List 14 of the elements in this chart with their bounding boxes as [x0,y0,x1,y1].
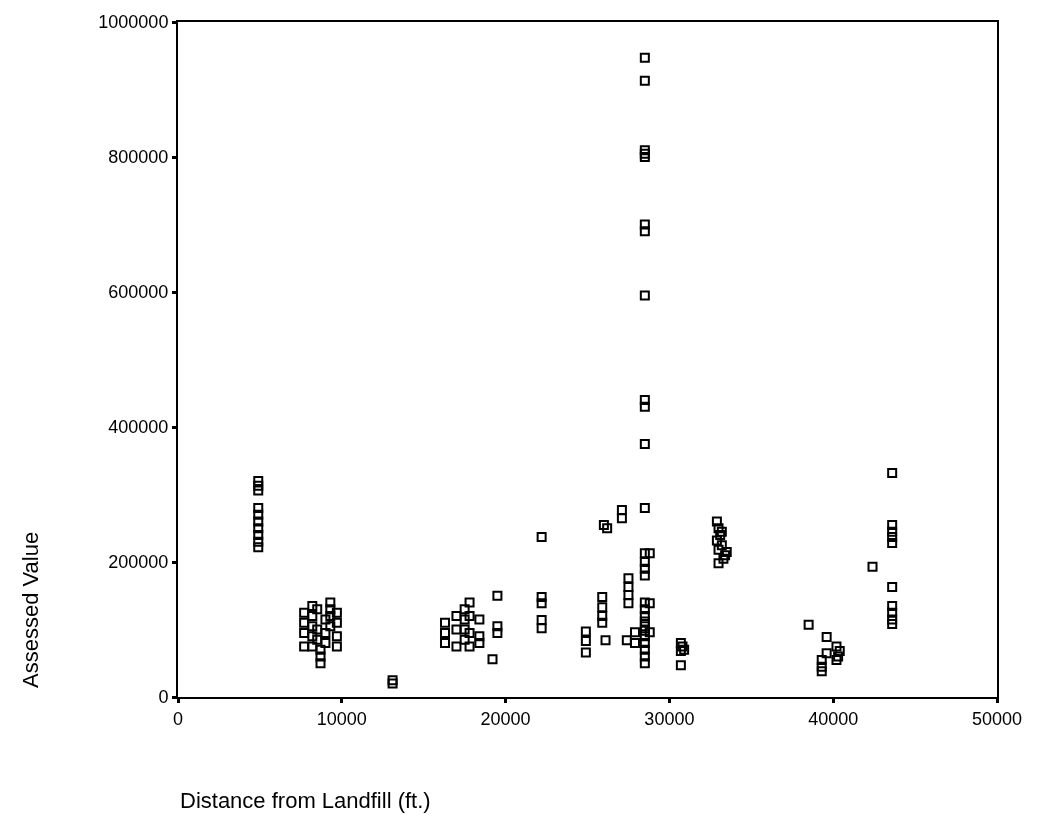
x-tick-label: 30000 [644,708,695,729]
x-tick-label: 0 [172,708,184,729]
x-axis-title: Distance from Landfill (ft.) [180,788,431,813]
y-tick-label: 200000 [108,552,169,573]
y-axis-title: Assessed Value [18,531,43,688]
x-tick-label: 50000 [971,708,1023,729]
x-tick-label: 40000 [808,708,859,729]
x-tick-label: 10000 [316,708,367,729]
x-tick-label: 20000 [480,708,531,729]
y-tick-label: 800000 [108,147,169,168]
y-tick-label: 400000 [108,417,169,438]
y-tick-label: 1000000 [98,12,169,33]
y-tick-label: 0 [158,687,169,708]
y-tick-label: 600000 [108,282,169,303]
